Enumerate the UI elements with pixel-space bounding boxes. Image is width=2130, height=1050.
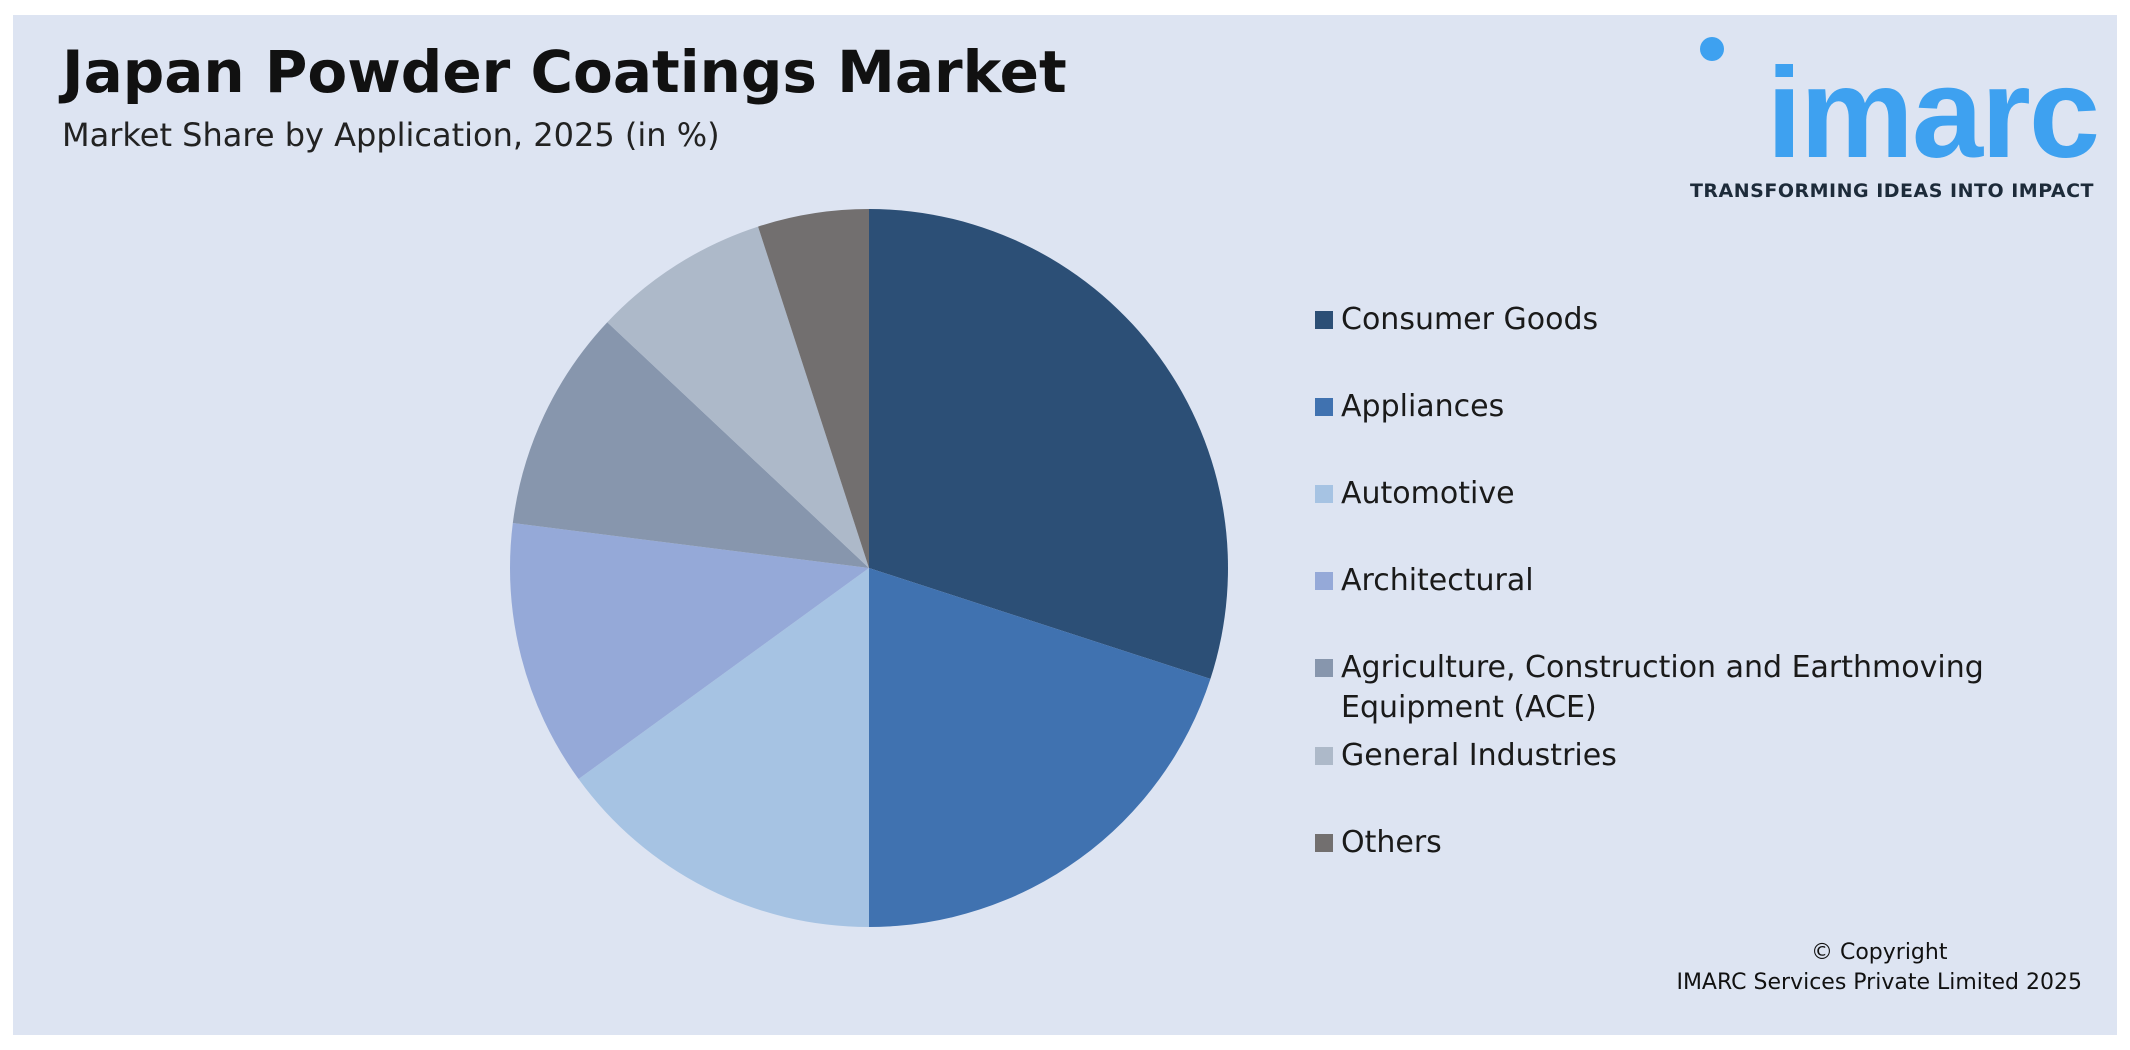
legend-item: Consumer Goods: [1315, 300, 2035, 340]
copyright: © Copyright IMARC Services Private Limit…: [1676, 938, 2082, 998]
legend-label: Architectural: [1341, 563, 1534, 598]
legend-swatch: [1315, 834, 1333, 852]
legend-swatch: [1315, 659, 1333, 677]
chart-title: Japan Powder Coatings Market: [62, 38, 1067, 106]
legend-item: General Industries: [1315, 736, 2035, 776]
pie-slice: [510, 523, 869, 780]
logo-tagline: TRANSFORMING IDEAS INTO IMPACT: [1689, 180, 2094, 202]
copyright-line: © Copyright: [1810, 940, 1948, 965]
legend-swatch: [1315, 572, 1333, 590]
legend-label: General Industries: [1341, 738, 1617, 773]
logo: imarc: [1766, 42, 2100, 185]
legend-label: Consumer Goods: [1341, 302, 1599, 337]
pie-slice: [578, 568, 869, 927]
copyright-line: IMARC Services Private Limited 2025: [1676, 970, 2082, 995]
pie-slice: [869, 209, 1228, 679]
legend-item: Others: [1315, 823, 2035, 863]
legend-item: Automotive: [1315, 474, 2035, 514]
legend-label: Others: [1341, 825, 1442, 860]
pie-slice: [869, 568, 1211, 927]
logo-dot: [1700, 37, 1724, 61]
legend-label: Agriculture, Construction and Earthmovin…: [1341, 650, 1984, 725]
legend-item: Architectural: [1315, 561, 2035, 601]
legend-swatch: [1315, 311, 1333, 329]
chart-subtitle: Market Share by Application, 2025 (in %): [62, 116, 720, 154]
legend-label: Appliances: [1341, 389, 1505, 424]
legend-swatch: [1315, 747, 1333, 765]
legend-swatch: [1315, 398, 1333, 416]
pie-slice: [607, 226, 869, 568]
legend-item: Agriculture, Construction and Earthmovin…: [1315, 648, 2035, 728]
legend-label: Automotive: [1341, 476, 1515, 511]
legend-swatch: [1315, 485, 1333, 503]
pie-slice: [512, 322, 869, 568]
pie-slice: [758, 209, 869, 568]
legend-item: Appliances: [1315, 387, 2035, 427]
